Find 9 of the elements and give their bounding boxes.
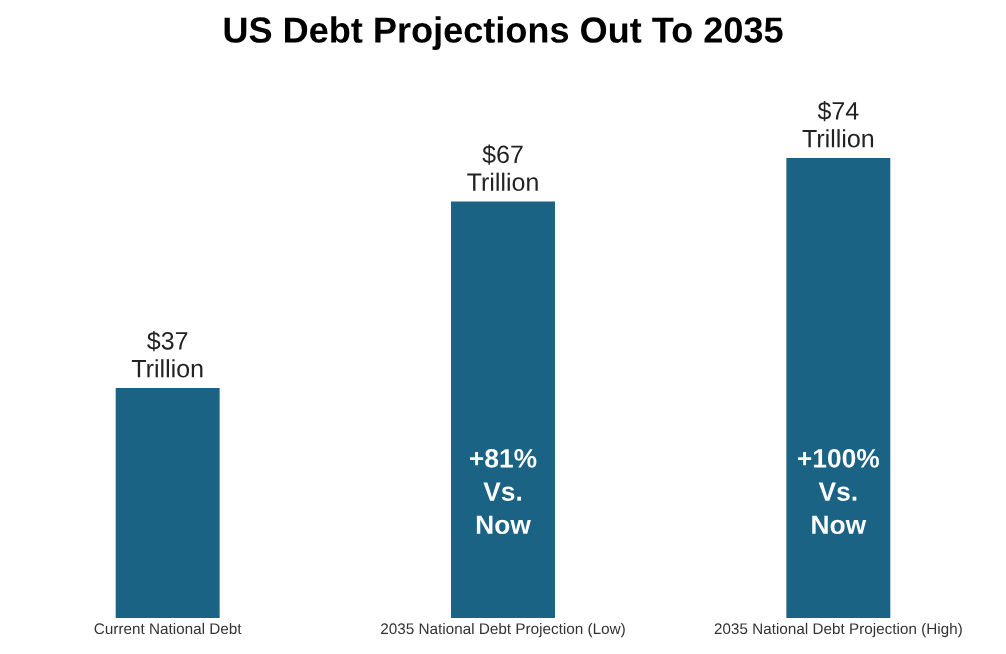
x-tick-label: 2035 National Debt Projection (Low): [381, 622, 625, 638]
data-label: $67 Trillion: [467, 144, 538, 192]
chart-title: US Debt Projections Out To 2035: [224, 16, 783, 51]
x-tick-label: Current National Debt: [94, 622, 242, 635]
annotation: +81% Vs. Now: [470, 449, 537, 535]
x-tick-label: 2035 National Debt Projection (High): [714, 622, 962, 638]
data-label: $37 Trillion: [131, 330, 203, 378]
annotation: +100% Vs. Now: [797, 449, 880, 535]
data-label: $74 Trillion: [802, 100, 874, 148]
